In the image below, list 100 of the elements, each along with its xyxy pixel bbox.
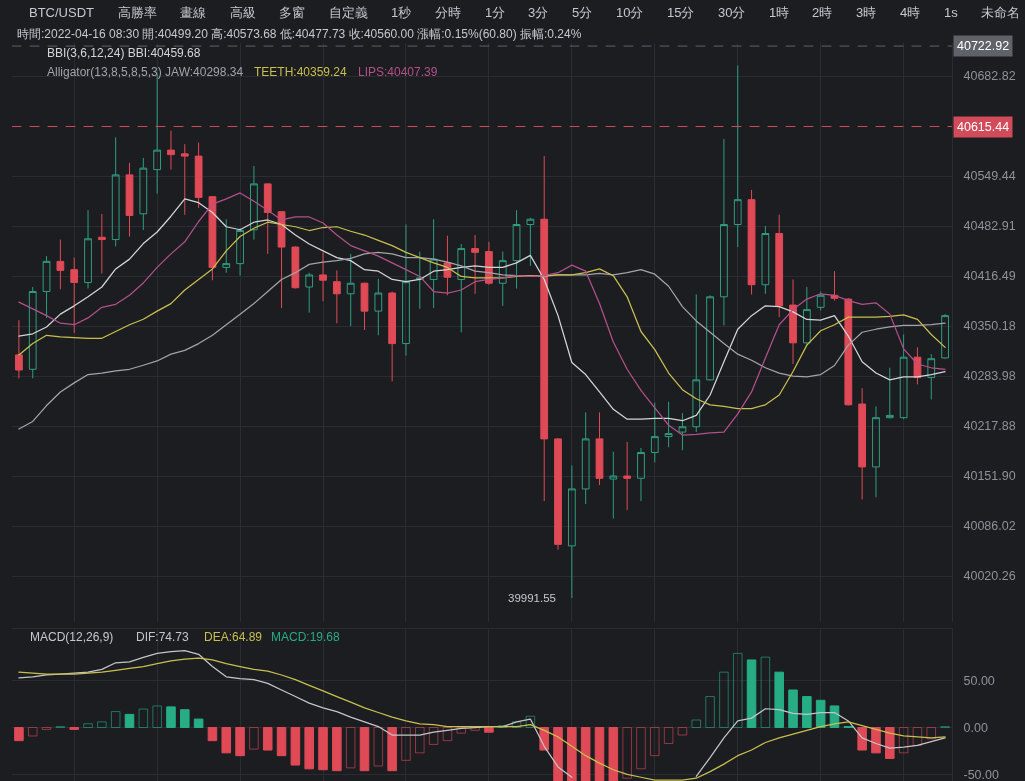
bar [304, 727, 314, 770]
candlestick [429, 218, 438, 309]
candlestick [581, 411, 590, 505]
ref-line-label: 40722.92 [957, 39, 1010, 53]
chart-title: MACD(12,26,9) [30, 630, 114, 644]
bar [166, 706, 176, 729]
y-tick-label: 50.00 [963, 673, 995, 688]
candlestick [637, 447, 645, 502]
text: 1時 [769, 5, 790, 20]
text: 自定義 [329, 5, 368, 20]
candlestick [789, 278, 797, 365]
candlestick [277, 210, 286, 309]
y-tick-label: 0.00 [963, 720, 988, 735]
text: Alligator(13,8,5,8,5,3) JAW:40298.34 [47, 65, 244, 79]
ref-line-label: 40615.44 [957, 120, 1010, 134]
bar [14, 727, 24, 742]
candlestick [346, 253, 355, 327]
bar [235, 727, 245, 757]
candlestick [858, 387, 867, 501]
bar [857, 727, 867, 751]
candlestick [609, 451, 618, 520]
bar [290, 727, 301, 766]
candlestick [305, 272, 314, 314]
bar [193, 718, 204, 729]
bar [815, 699, 826, 729]
chart-title: 時間:2022-04-16 08:30 開:40499.20 高:40573.68 低:40477.73 收:40560.00 漲幅:0.15%(60.80) 振幅:0.24% [17, 27, 582, 41]
y-tick-label: 40549.44 [963, 169, 1016, 184]
candlestick [498, 251, 507, 307]
candlestick [374, 278, 383, 336]
candlestick [180, 143, 189, 216]
bar [332, 727, 342, 772]
y-tick-label: 40350.18 [963, 319, 1016, 334]
candlestick [42, 255, 51, 319]
y-tick-label: 40020.26 [963, 569, 1016, 584]
candlestick [720, 138, 728, 326]
candlestick [540, 155, 549, 502]
candlestick [111, 136, 120, 247]
bar [580, 727, 591, 781]
bar [594, 727, 605, 781]
candlestick [844, 297, 853, 407]
candlestick [236, 227, 244, 277]
candlestick [125, 162, 134, 238]
text: 2時 [812, 5, 833, 20]
bar [359, 727, 370, 772]
y-tick-label: 40416.49 [963, 269, 1016, 284]
text: LIPS:40407.39 [358, 65, 438, 79]
text: 3時 [856, 5, 877, 20]
candlestick [360, 281, 369, 331]
candlestick [457, 243, 466, 333]
text: MACD:19.68 [271, 630, 341, 644]
y-tick-label: 40217.88 [963, 419, 1016, 434]
text: 高勝率 [118, 5, 157, 20]
text: 多窗 [279, 5, 305, 20]
candlestick [872, 405, 880, 498]
candlestick [250, 165, 258, 241]
bar [484, 727, 494, 733]
y-tick-label: 40283.98 [963, 369, 1016, 384]
candlestick [388, 291, 397, 382]
bar [221, 727, 232, 754]
candlestick [567, 464, 576, 599]
candlestick [885, 367, 894, 419]
candlestick [402, 224, 410, 357]
bar [746, 659, 757, 729]
bar [180, 709, 190, 729]
text: 高級 [230, 5, 256, 20]
candlestick [692, 294, 701, 433]
candlestick [706, 294, 714, 382]
candlestick [775, 214, 784, 318]
candlestick [678, 412, 687, 451]
text: 1s [944, 5, 959, 20]
text: BTC/USDT [29, 5, 95, 20]
candlestick [623, 441, 632, 511]
candlestick [761, 225, 770, 295]
text: 畫線 [180, 5, 206, 20]
line-series [18, 221, 946, 410]
bar [124, 713, 135, 729]
bar [788, 689, 798, 729]
candlestick [941, 313, 949, 360]
candlestick [208, 195, 217, 281]
bar [207, 727, 218, 742]
text: 15分 [667, 5, 695, 20]
bar [608, 727, 619, 781]
candlestick [512, 209, 521, 289]
bar [387, 727, 397, 772]
candlestick [664, 401, 673, 448]
bar [553, 727, 563, 781]
text: 30分 [718, 5, 746, 20]
line-series [18, 251, 946, 430]
candlestick [816, 291, 825, 311]
text: 1秒 [391, 5, 412, 20]
y-tick-label: 40682.82 [963, 69, 1016, 84]
candlestick [927, 353, 936, 401]
y-tick-label: 40086.02 [963, 519, 1016, 534]
candlestick [554, 437, 562, 551]
candlestick [70, 257, 79, 334]
y-tick-label: 40482.91 [963, 219, 1016, 234]
y-tick-label: -50.00 [963, 767, 999, 781]
candlestick [319, 251, 327, 302]
candlestick [263, 182, 272, 255]
candlestick [802, 286, 811, 346]
